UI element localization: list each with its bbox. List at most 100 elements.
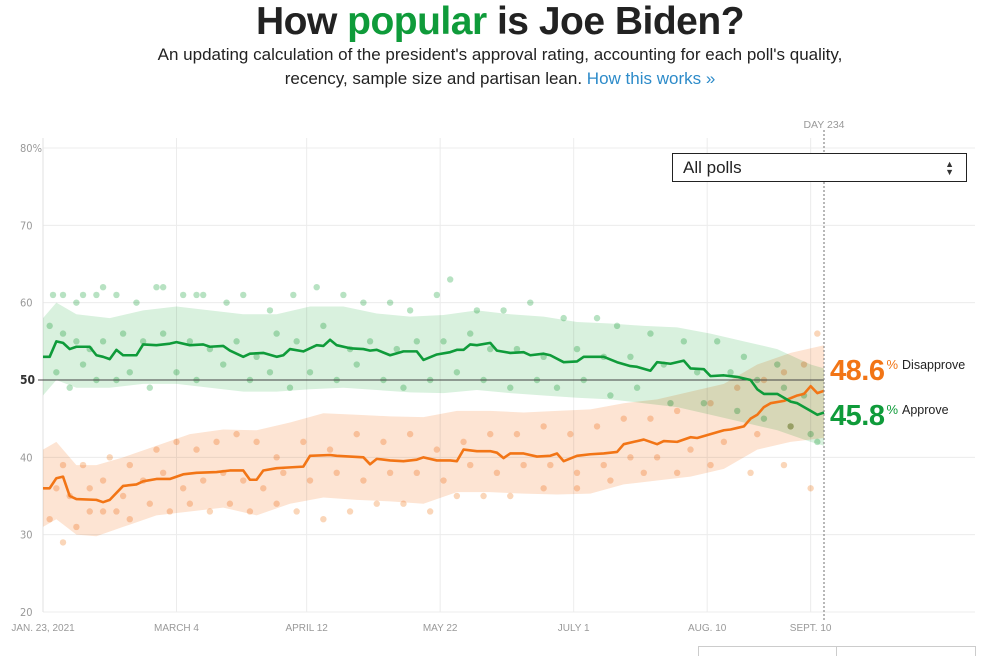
approve-poll-dot [507, 384, 514, 391]
approve-poll-dot [159, 330, 167, 337]
disapprove-poll-dot [126, 516, 133, 523]
approve-value: 45.8 [830, 400, 885, 432]
bottom-panel-edge [698, 646, 976, 656]
disapprove-poll-dot [86, 485, 93, 492]
disapprove-poll-dot [213, 438, 220, 446]
approve-poll-dot [613, 322, 621, 330]
approve-poll-dot [53, 369, 60, 376]
approve-poll-dot [487, 345, 494, 353]
approve-poll-dot [473, 307, 481, 314]
disapprove-poll-dot [460, 438, 467, 446]
approve-poll-dot [113, 291, 120, 299]
x-tick-label: JAN. 23, 2021 [11, 623, 75, 634]
approve-poll-dot [727, 369, 734, 376]
disapprove-poll-dot [226, 500, 234, 507]
disapprove-poll-dot [386, 469, 394, 476]
disapprove-poll-dot [747, 469, 754, 476]
disapprove-poll-dot [179, 485, 187, 492]
disapprove-poll-dot [707, 461, 714, 469]
approve-poll-dot [73, 299, 80, 306]
disapprove-poll-dot [413, 469, 421, 476]
disapprove-poll-dot [346, 508, 354, 515]
disapprove-poll-dot [260, 485, 267, 492]
disapprove-poll-dot [119, 492, 127, 500]
disapprove-poll-dot [166, 508, 174, 515]
approve-poll-dot [293, 338, 300, 345]
disapprove-poll-dot [273, 500, 280, 507]
approve-label: Approve [902, 403, 949, 417]
approve-poll-dot [386, 299, 394, 306]
disapprove-percent-sign: % [886, 357, 899, 372]
x-tick-label: APRIL 12 [285, 623, 328, 634]
disapprove-poll-dot [520, 461, 527, 469]
disapprove-poll-dot [734, 384, 741, 391]
disapprove-poll-dot [306, 477, 314, 484]
disapprove-poll-dot [467, 461, 474, 469]
approve-poll-dot [774, 361, 781, 368]
disapprove-poll-dot [573, 485, 581, 492]
disapprove-poll-dot [440, 477, 447, 484]
x-tick-label: AUG. 10 [688, 623, 727, 634]
disapprove-poll-dot [507, 492, 514, 500]
disapprove-poll-dot [673, 469, 681, 476]
how-this-works-link[interactable]: How this works » [586, 69, 716, 88]
disapprove-poll-dot [99, 508, 107, 515]
approve-poll-dot [780, 384, 788, 391]
approve-poll-dot [153, 284, 160, 291]
approve-poll-dot [713, 338, 721, 345]
approve-poll-dot [93, 291, 100, 299]
approve-poll-dot [139, 338, 147, 345]
disapprove-poll-dot [373, 500, 380, 507]
approve-poll-dot [433, 291, 441, 299]
disapprove-poll-dot [540, 423, 547, 430]
approve-poll-dot [700, 400, 708, 407]
approve-poll-dot [734, 407, 741, 415]
approve-poll-dot [353, 361, 360, 368]
disapprove-poll-dot [780, 369, 788, 376]
y-tick-label: 50 [20, 373, 35, 387]
approve-poll-dot [814, 438, 821, 446]
disapprove-poll-dot [653, 454, 661, 461]
disapprove-poll-dot [233, 430, 240, 438]
disapprove-poll-dot [807, 485, 814, 492]
disapprove-poll-dot [720, 438, 728, 446]
disapprove-poll-dot [400, 500, 407, 507]
approve-poll-dot [146, 384, 154, 391]
disapprove-trend-line [43, 384, 825, 504]
title-suffix: is Joe Biden? [486, 0, 745, 43]
disapprove-poll-dot [153, 446, 160, 453]
disapprove-poll-dot [493, 469, 501, 476]
disapprove-poll-dot [200, 477, 207, 484]
disapprove-end-label: 48.6% Disapprove [830, 355, 965, 388]
disapprove-poll-dot [300, 438, 307, 446]
poll-filter-select[interactable]: All polls ▲ ▼ [672, 153, 967, 182]
approve-poll-dot [159, 284, 167, 291]
disapprove-poll-dot [320, 516, 327, 523]
disapprove-poll-dot [53, 485, 60, 492]
approve-poll-dot [467, 330, 474, 337]
approve-poll-dot [413, 338, 421, 345]
disapprove-poll-dot [627, 454, 634, 461]
disapprove-poll-dot [59, 461, 67, 469]
x-tick-label: JULY 1 [558, 623, 590, 634]
approve-poll-dot [693, 369, 701, 376]
approve-poll-dot [500, 307, 507, 314]
disapprove-poll-dot [687, 446, 694, 453]
approve-poll-dot [527, 299, 534, 306]
approve-poll-dot [73, 338, 80, 345]
approve-poll-dot [340, 291, 347, 299]
approve-poll-dot [79, 291, 87, 299]
approve-poll-dot [46, 322, 53, 330]
disapprove-poll-dot [754, 430, 761, 438]
approve-poll-dot [787, 423, 794, 430]
approve-poll-dot [200, 291, 207, 299]
approve-poll-dot [607, 392, 614, 399]
approve-poll-dot [593, 314, 601, 322]
approve-poll-dot [573, 345, 581, 353]
approve-poll-dot [253, 353, 260, 360]
approve-confidence-band [43, 302, 824, 446]
approve-poll-dot [233, 338, 240, 345]
approve-poll-dot [59, 291, 67, 299]
approve-poll-dot [446, 276, 454, 283]
disapprove-poll-dot [426, 508, 434, 515]
